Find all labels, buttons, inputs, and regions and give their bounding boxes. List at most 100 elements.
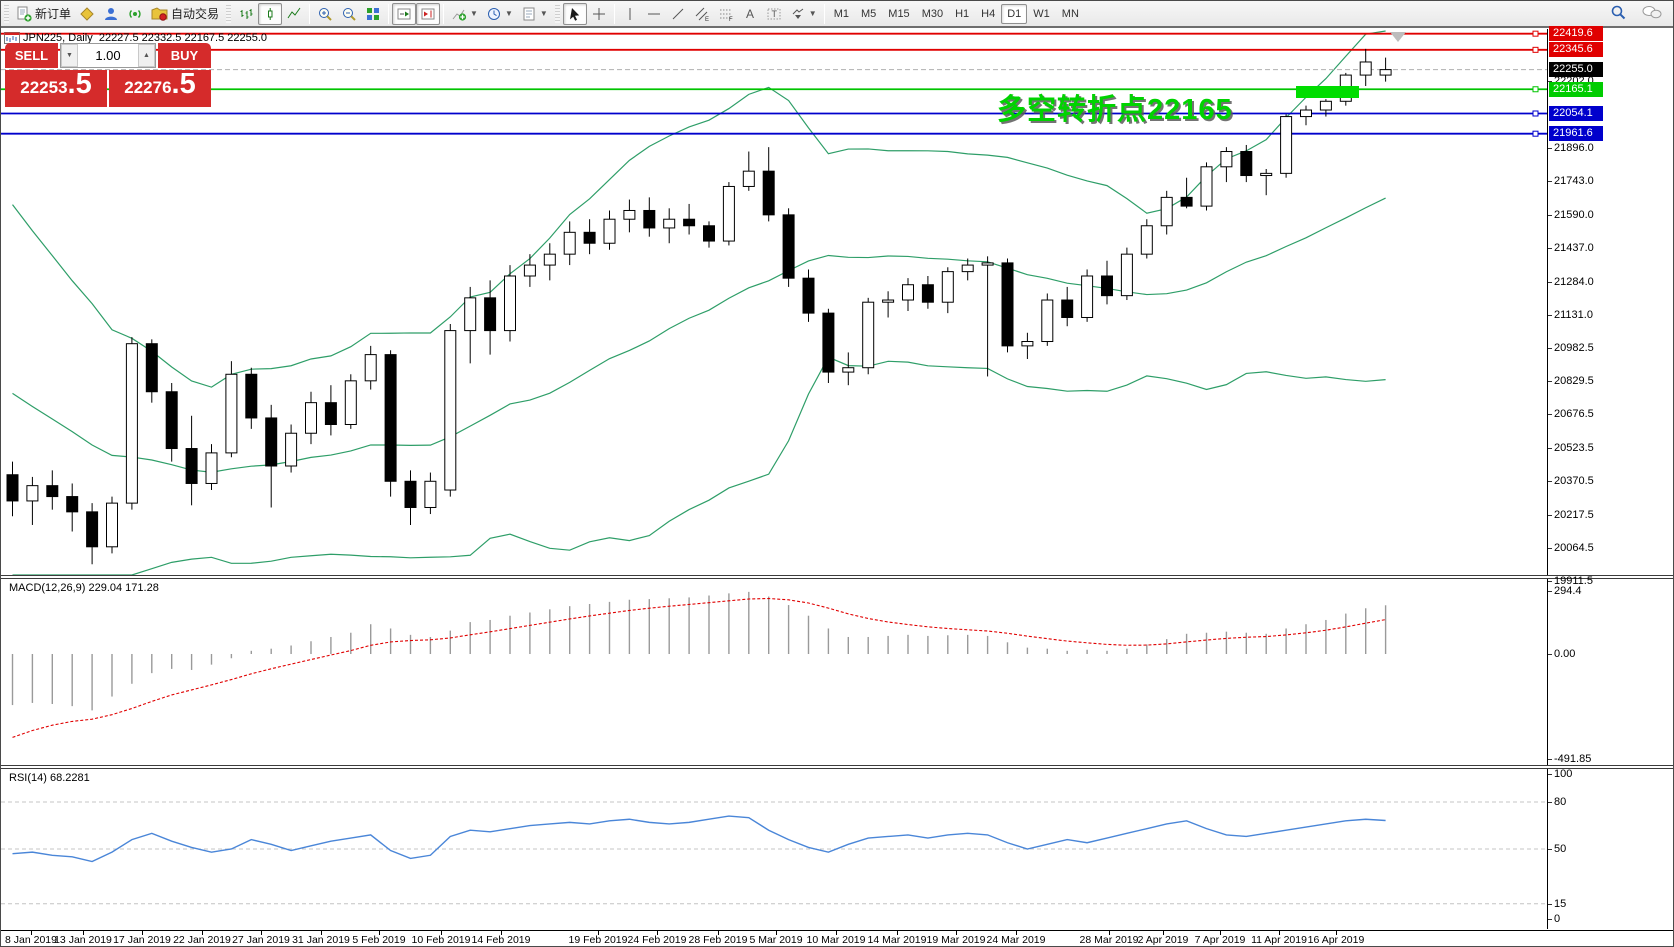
templates-button[interactable]: ▼ <box>517 3 552 25</box>
zoom-in-button[interactable] <box>313 3 337 25</box>
sell-button[interactable]: SELL <box>5 43 58 68</box>
vertical-line-icon <box>629 7 631 20</box>
zoom-out-button[interactable] <box>337 3 361 25</box>
volume-decrease-button[interactable]: ▼ <box>61 44 78 67</box>
green-zone-marker[interactable] <box>1296 86 1359 98</box>
line-chart-button[interactable] <box>282 3 306 25</box>
profile-icon <box>103 6 119 22</box>
buy-button[interactable]: BUY <box>158 43 211 68</box>
autotrading-label: 自动交易 <box>171 7 220 21</box>
sell-price-display[interactable]: 22253.5 <box>5 70 107 107</box>
line-anchor-handle[interactable] <box>1532 30 1539 37</box>
bar-chart-button[interactable] <box>234 3 258 25</box>
clock-icon <box>487 7 500 20</box>
chart-annotation-text[interactable]: 多空转折点22165 <box>997 94 1233 126</box>
tab-timeframe-d1[interactable]: D1 <box>1001 3 1028 24</box>
date-axis[interactable]: 8 Jan 2019 13 Jan 2019 17 Jan 2019 22 Jan 2… <box>1 930 1673 946</box>
trendline-button[interactable] <box>666 3 690 25</box>
candlestick-chart-button[interactable] <box>258 2 283 25</box>
crosshair-button[interactable] <box>587 3 611 25</box>
signals-button[interactable] <box>123 3 147 25</box>
bollinger-middle-band <box>12 197 1386 473</box>
text-label-button[interactable]: T <box>762 3 786 25</box>
buy-price-display[interactable]: 22276.5 <box>109 70 211 107</box>
price-tick-mark <box>1548 248 1552 250</box>
candlestick <box>1021 341 1034 347</box>
tab-timeframe-m1[interactable]: M1 <box>833 7 849 20</box>
date-tick-mark <box>142 931 143 935</box>
cursor-icon <box>569 7 579 21</box>
text-button[interactable]: A <box>738 3 762 25</box>
price-tick-mark <box>1548 281 1552 283</box>
candlestick <box>1001 262 1014 347</box>
line-anchor-handle[interactable] <box>1532 86 1539 93</box>
date-tick-mark <box>1109 931 1110 935</box>
candlestick <box>424 480 437 508</box>
candlestick <box>504 275 516 332</box>
auto-scroll-button[interactable] <box>392 2 417 25</box>
date-tick-mark <box>1016 931 1017 935</box>
toolbar-drag-handle[interactable] <box>554 4 560 23</box>
macd-signal-line <box>12 597 1386 738</box>
toolbar-drag-handle[interactable] <box>226 4 232 23</box>
arrows-button[interactable]: ▼ <box>786 3 821 25</box>
bollinger-lower-band <box>12 356 1386 576</box>
metaeditor-button[interactable] <box>75 3 99 25</box>
price-tick-mark <box>1548 81 1552 83</box>
chat-icon[interactable] <box>1641 4 1663 24</box>
chart-shift-button[interactable] <box>416 2 441 25</box>
fibonacci-button[interactable]: F <box>714 3 738 25</box>
profile-button[interactable] <box>99 3 123 25</box>
tab-timeframe-m5[interactable]: M5 <box>861 7 877 20</box>
date-tick-label: 14 Feb 2019 <box>471 934 531 946</box>
date-tick-label: 17 Jan 2019 <box>113 934 171 946</box>
line-anchor-handle[interactable] <box>1532 46 1539 53</box>
volume-increase-button[interactable]: ▲ <box>138 44 155 67</box>
toolbar-drag-handle[interactable] <box>4 4 9 23</box>
price-tick-label: 20064.5 <box>1554 541 1594 554</box>
candlestick <box>1101 275 1113 297</box>
candlestick <box>364 354 377 382</box>
volume-input[interactable] <box>78 44 138 67</box>
template-icon <box>523 7 535 20</box>
price-axis[interactable]: 22202.021896.021743.021590.021437.021284… <box>1547 26 1673 929</box>
macd-tick-mark <box>1548 591 1552 593</box>
macd-indicator-label: MACD(12,26,9) 229.04 171.28 <box>9 582 159 594</box>
indicators-button[interactable]: ▼ <box>447 3 482 25</box>
line-anchor-handle[interactable] <box>1532 110 1539 117</box>
one-click-trading-panel: SELL ▼ ▲ BUY 22253.5 22276.5 <box>5 43 211 107</box>
candlestick <box>145 343 158 393</box>
panel-separator-rsi[interactable] <box>1 765 1673 769</box>
metaeditor-icon <box>79 6 95 22</box>
candlestick <box>1240 151 1253 177</box>
rsi-tick-label: 50 <box>1554 843 1567 855</box>
candlestick <box>782 214 795 279</box>
tab-timeframe-h4[interactable]: H4 <box>981 7 996 20</box>
tab-timeframe-m15[interactable]: M15 <box>888 7 910 20</box>
date-tick-label: 5 Mar 2019 <box>749 934 803 946</box>
line-anchor-handle[interactable] <box>1532 130 1539 137</box>
cursor-button[interactable] <box>562 2 587 25</box>
new-order-button[interactable]: 新订单 <box>12 3 75 25</box>
panel-separator-macd[interactable] <box>1 575 1673 579</box>
tab-timeframe-mn[interactable]: MN <box>1061 7 1079 20</box>
autotrading-button[interactable]: 自动交易 <box>147 3 223 25</box>
tab-timeframe-h1[interactable]: H1 <box>955 7 970 20</box>
candlestick <box>603 218 616 244</box>
vertical-line-button[interactable] <box>618 3 642 25</box>
macd-tick-label: 294.4 <box>1554 585 1582 598</box>
tile-windows-button[interactable] <box>361 3 385 25</box>
tab-timeframe-m30[interactable]: M30 <box>921 7 944 20</box>
candlestick <box>643 209 656 229</box>
date-tick-mark <box>1336 931 1337 935</box>
price-tick-label: 21437.0 <box>1554 242 1594 255</box>
price-tick-mark <box>1548 315 1552 317</box>
tab-timeframe-w1[interactable]: W1 <box>1033 7 1050 20</box>
new-order-label: 新订单 <box>35 7 72 21</box>
rsi-line <box>12 815 1386 863</box>
periods-button[interactable]: ▼ <box>482 3 517 25</box>
equidistant-channel-button[interactable]: E <box>690 3 714 25</box>
horizontal-line-button[interactable] <box>642 3 666 25</box>
search-icon[interactable] <box>1610 4 1627 24</box>
candlestick <box>703 225 715 242</box>
